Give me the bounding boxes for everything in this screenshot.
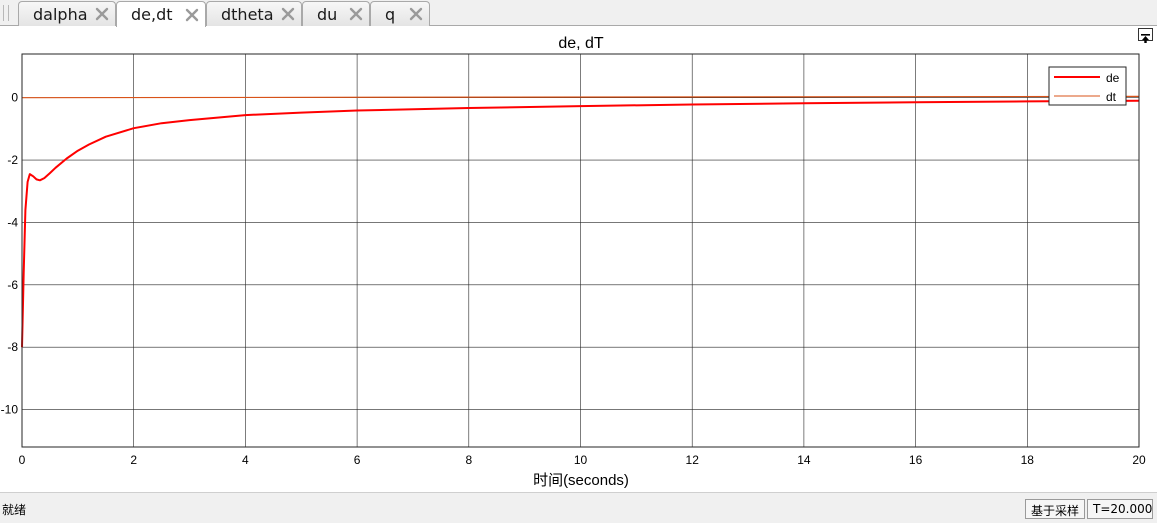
simulation-time-readout: T=20.000 (1087, 499, 1153, 519)
x-tick-label: 14 (797, 453, 811, 467)
tick-labels: 0 2 4 6 8 10 12 14 16 18 20 0 -2 -4 -6 -8 -10 (1, 91, 1146, 467)
series-lines (21, 95, 1140, 348)
tab-label: q (385, 4, 396, 24)
tab-dtheta[interactable]: dtheta (206, 1, 302, 26)
close-icon[interactable] (349, 7, 363, 21)
close-icon[interactable] (281, 7, 295, 21)
series-line-dt (21, 95, 1140, 99)
x-tick-label: 12 (686, 453, 700, 467)
chart-title: de, dT (558, 35, 604, 52)
y-tick-label: -10 (1, 403, 19, 417)
y-tick-label: -4 (7, 215, 18, 229)
legend[interactable]: de dt (1048, 66, 1127, 106)
x-tick-label: 4 (242, 453, 249, 467)
tab-bar: dalpha de,dt dtheta du q (0, 0, 1157, 27)
close-icon[interactable] (185, 8, 199, 22)
undock-button[interactable] (1138, 28, 1153, 43)
sampling-mode-indicator: 基于采样 (1025, 499, 1085, 519)
x-tick-label: 2 (130, 453, 137, 467)
x-tick-label: 8 (465, 453, 472, 467)
tab-du[interactable]: du (302, 1, 370, 26)
y-tick-label: -8 (7, 340, 18, 354)
tab-label: dalpha (33, 4, 88, 24)
undock-arrow-icon (1141, 34, 1150, 43)
tab-label: du (317, 4, 338, 24)
legend-label-de: de (1106, 71, 1120, 85)
y-tick-label: -2 (7, 153, 18, 167)
grid-lines (21, 54, 1140, 447)
x-tick-label: 0 (19, 453, 26, 467)
x-tick-label: 16 (909, 453, 923, 467)
series-line-de (21, 99, 1140, 348)
tab-label: de,dt (131, 5, 173, 24)
legend-label-dt: dt (1106, 90, 1117, 104)
tab-dalpha[interactable]: dalpha (18, 1, 116, 26)
tab-label: dtheta (221, 4, 274, 24)
tab-q[interactable]: q (370, 1, 430, 26)
x-axis-label: 时间(seconds) (533, 472, 629, 489)
close-icon[interactable] (409, 7, 423, 21)
status-text: 就绪 (2, 503, 27, 517)
legend-box (1048, 66, 1127, 106)
status-bar: 就绪 基于采样 T=20.000 (0, 492, 1157, 523)
y-tick-label: 0 (11, 91, 18, 105)
x-tick-label: 18 (1021, 453, 1035, 467)
tab-strip-handle[interactable] (3, 5, 9, 21)
axes-box[interactable] (21, 53, 1140, 448)
y-tick-label: -6 (7, 278, 18, 292)
scope-plot: de, dT 0 2 4 6 8 10 12 14 16 18 20 0 -2 -4 -6 -8 -10 时间(… (1, 35, 1146, 489)
x-tick-label: 20 (1132, 453, 1146, 467)
close-icon[interactable] (95, 7, 109, 21)
x-tick-label: 10 (574, 453, 588, 467)
tab-de-dt[interactable]: de,dt (116, 1, 206, 27)
x-tick-label: 6 (354, 453, 361, 467)
